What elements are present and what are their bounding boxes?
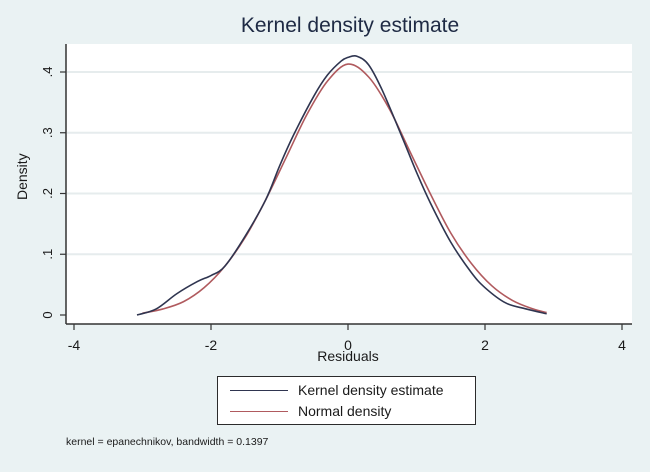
legend-swatch-normal bbox=[230, 410, 288, 412]
y-tick-label: .2 bbox=[40, 188, 55, 199]
legend-item-normal: Normal density bbox=[230, 401, 391, 421]
series-layer bbox=[136, 54, 547, 316]
legend-item-kernel: Kernel density estimate bbox=[230, 380, 444, 400]
y-tick-label: .1 bbox=[40, 249, 55, 260]
y-axis-label: Density bbox=[14, 153, 30, 200]
x-tick-label: 4 bbox=[618, 337, 626, 353]
kernel-density-line bbox=[136, 54, 547, 316]
legend: Kernel density estimate Normal density bbox=[217, 376, 476, 425]
legend-label-normal: Normal density bbox=[298, 403, 392, 419]
x-tick-label: -2 bbox=[205, 337, 218, 353]
x-tick-label: 2 bbox=[481, 337, 489, 353]
gridlines bbox=[67, 71, 632, 256]
y-tick-label: 0 bbox=[40, 311, 55, 318]
x-axis-ticks: -4 -2 0 2 4 bbox=[68, 324, 626, 353]
chart-title: Kernel density estimate bbox=[240, 14, 460, 37]
x-tick-label: -4 bbox=[68, 337, 81, 353]
y-axis-ticks: 0 .1 .2 .3 .4 bbox=[40, 67, 66, 319]
bandwidth-note: kernel = epanechnikov, bandwidth = 0.139… bbox=[66, 436, 269, 448]
normal-density-line bbox=[142, 63, 547, 314]
y-tick-label: .3 bbox=[40, 127, 55, 138]
plot-background bbox=[66, 44, 632, 324]
x-tick-label: 0 bbox=[344, 337, 352, 353]
legend-swatch-kernel bbox=[230, 389, 288, 391]
y-tick-label: .4 bbox=[40, 67, 55, 78]
legend-label-kernel: Kernel density estimate bbox=[298, 382, 444, 398]
x-axis-label: Residuals bbox=[317, 348, 378, 364]
